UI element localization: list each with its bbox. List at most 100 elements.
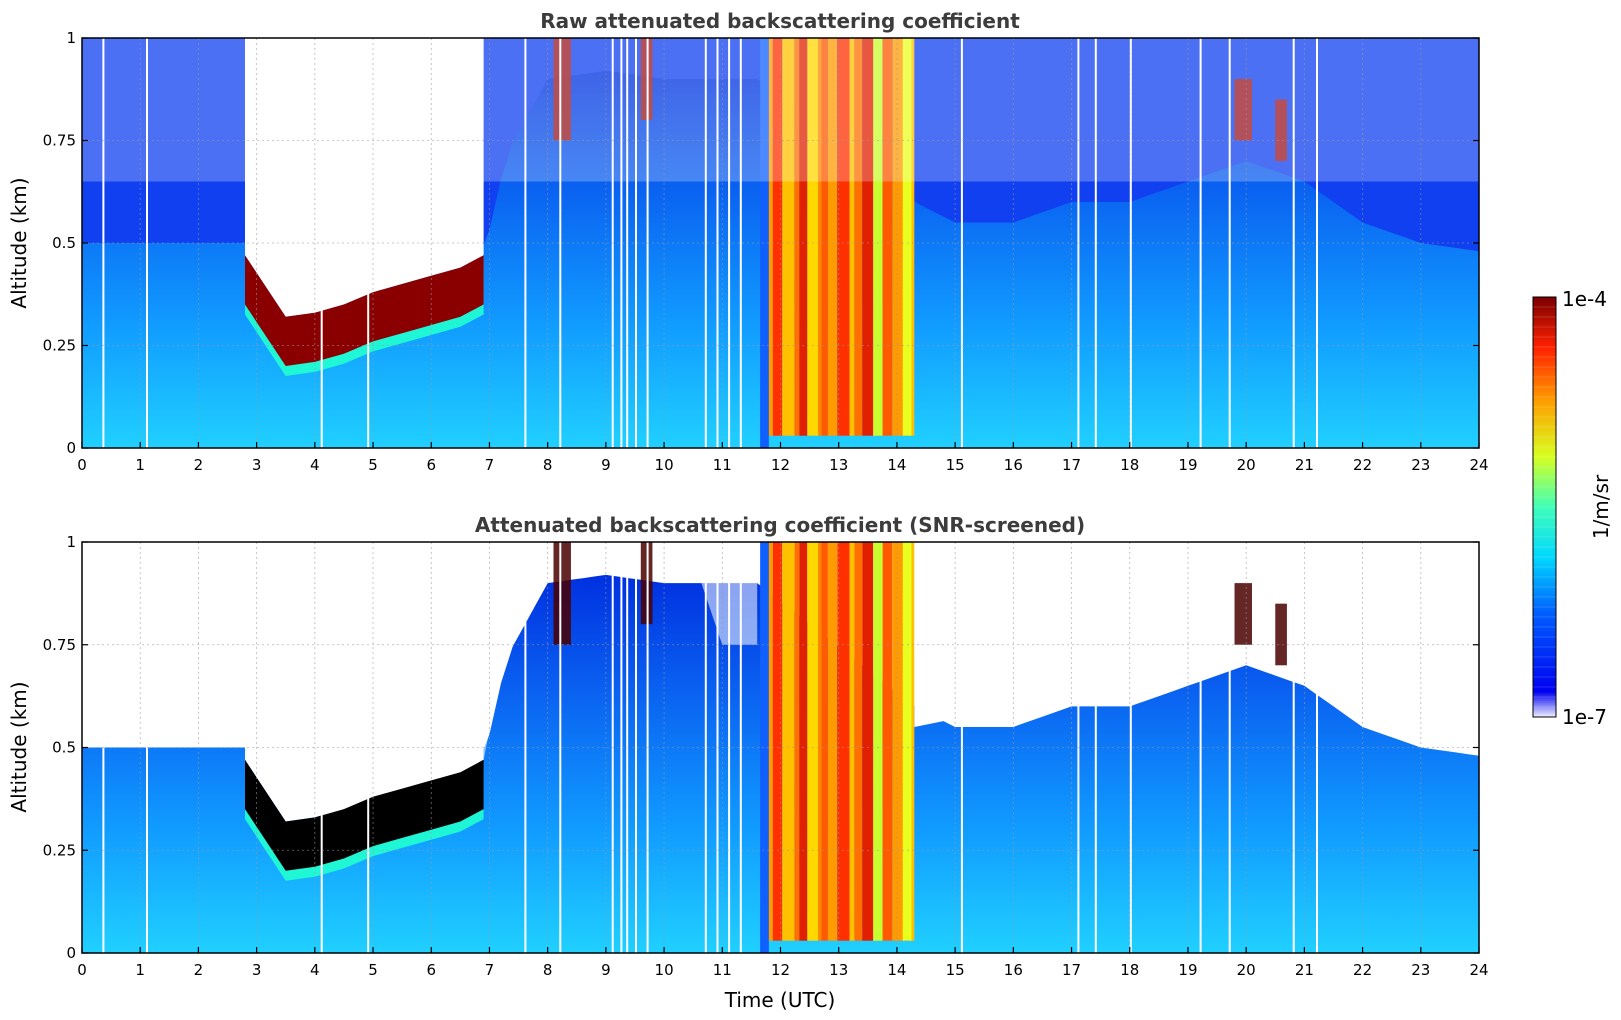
panel2-y-axis-label: Altitude (km)	[7, 681, 31, 812]
colorbar-label: 1/m/sr	[1589, 474, 1613, 539]
data-gap-line	[704, 38, 707, 448]
rain-stripe	[909, 38, 915, 436]
x-tick-label: 18	[1120, 456, 1139, 474]
rain-stripe	[794, 542, 800, 941]
rain-stripe	[807, 38, 819, 436]
x-tick-label: 15	[946, 961, 965, 979]
fog-cloud-layer	[245, 759, 484, 871]
x-tick-label: 9	[601, 961, 611, 979]
panel1-x-ticks: 0 1 2 3 4 5 6 7 8 9 10 11 12 13 14 15 16 17 18 19 20 21 22 23 24	[77, 442, 1489, 474]
data-gap-line	[1199, 38, 1202, 448]
x-tick-label: 2	[194, 456, 204, 474]
x-tick-label: 8	[543, 456, 553, 474]
rain-stripe	[772, 542, 783, 941]
x-tick-label: 17	[1062, 961, 1081, 979]
rain-stripe	[766, 38, 773, 436]
snr-screened-panel: Attenuated backscattering coefficient (S…	[7, 513, 1489, 1012]
y-tick-label: 1	[66, 29, 76, 47]
data-gap-line	[635, 542, 637, 953]
x-tick-label: 4	[310, 961, 320, 979]
data-gap-line	[1228, 542, 1231, 953]
rain-stripe	[862, 542, 874, 941]
panel2-title: Attenuated backscattering coefficient (S…	[475, 513, 1085, 537]
data-gap-line	[635, 38, 637, 448]
data-gap-line	[620, 542, 623, 953]
x-tick-label: 17	[1062, 456, 1081, 474]
x-tick-label: 24	[1469, 456, 1488, 474]
x-tick-label: 19	[1178, 456, 1197, 474]
panel1-y-ticks: 0 0.25 0.5 0.75 1	[43, 29, 1479, 457]
y-tick-label: 0.25	[43, 337, 76, 355]
x-tick-label: 4	[310, 456, 320, 474]
x-tick-label: 19	[1178, 961, 1197, 979]
data-gap-line	[1129, 542, 1132, 953]
snr-mask	[914, 542, 1130, 727]
x-tick-label: 8	[543, 961, 553, 979]
panel2-x-axis-label: Time (UTC)	[724, 988, 836, 1012]
data-gap-line	[320, 38, 323, 448]
data-gap-line	[1228, 38, 1231, 448]
x-tick-label: 2	[194, 961, 204, 979]
x-tick-label: 0	[77, 961, 87, 979]
x-tick-label: 14	[887, 456, 906, 474]
data-gap-line	[728, 542, 731, 953]
rain-stripe	[799, 38, 808, 436]
y-tick-label: 0.25	[43, 841, 76, 859]
x-tick-label: 11	[713, 456, 732, 474]
data-gap-line	[960, 38, 963, 448]
data-gap-line	[559, 38, 562, 448]
data-gap-line	[620, 38, 623, 448]
x-tick-label: 23	[1411, 456, 1430, 474]
rain-stripe	[827, 38, 838, 436]
rain-stripe	[807, 542, 819, 941]
y-tick-label: 0.5	[52, 234, 76, 252]
data-gap-line	[1094, 38, 1097, 448]
x-tick-label: 11	[713, 961, 732, 979]
x-tick-label: 1	[135, 961, 145, 979]
data-gap-line	[524, 38, 527, 448]
elevated-cloud-patch	[553, 542, 571, 645]
x-tick-label: 7	[485, 961, 495, 979]
rain-stripe	[882, 542, 893, 941]
rain-stripe	[862, 38, 874, 436]
x-tick-label: 7	[485, 456, 495, 474]
clear-air-above-fog	[244, 38, 484, 317]
y-tick-label: 0	[66, 439, 76, 457]
data-gap-line	[1094, 542, 1097, 953]
rain-stripe	[837, 38, 850, 436]
y-tick-label: 0.75	[43, 132, 76, 150]
rain-stripe	[818, 38, 822, 436]
rain-stripe	[849, 38, 855, 436]
x-tick-label: 12	[771, 961, 790, 979]
rain-stripe	[799, 542, 808, 941]
x-tick-label: 13	[829, 456, 848, 474]
colorbar: 1e-4 1e-7 1/m/sr	[1532, 287, 1613, 729]
panel1-y-axis-label: Altitude (km)	[7, 177, 31, 308]
x-tick-label: 20	[1237, 456, 1256, 474]
x-tick-label: 3	[252, 456, 262, 474]
x-tick-label: 10	[655, 456, 674, 474]
rain-stripe	[827, 542, 838, 941]
data-gap-line	[1199, 542, 1202, 953]
rain-stripe	[821, 38, 828, 436]
x-tick-label: 5	[368, 456, 378, 474]
data-gap-line	[739, 542, 742, 953]
rain-edge	[760, 38, 769, 448]
data-gap-line	[704, 542, 707, 953]
data-gap-line	[739, 38, 742, 448]
x-tick-label: 22	[1353, 456, 1372, 474]
data-gap-line	[1129, 38, 1132, 448]
data-gap-line	[524, 542, 527, 953]
panel1-heatmap	[82, 38, 1479, 448]
x-tick-label: 9	[601, 456, 611, 474]
x-tick-label: 21	[1295, 456, 1314, 474]
x-tick-label: 0	[77, 456, 87, 474]
x-tick-label: 22	[1353, 961, 1372, 979]
elevated-cloud-patch	[553, 38, 571, 141]
rain-stripe	[818, 542, 822, 941]
data-gap-line	[320, 542, 323, 953]
x-tick-label: 15	[946, 456, 965, 474]
rain-stripe	[909, 542, 915, 941]
x-tick-label: 6	[426, 456, 436, 474]
